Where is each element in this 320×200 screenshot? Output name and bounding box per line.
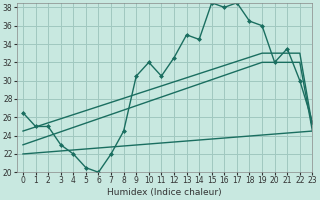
X-axis label: Humidex (Indice chaleur): Humidex (Indice chaleur) xyxy=(107,188,222,197)
